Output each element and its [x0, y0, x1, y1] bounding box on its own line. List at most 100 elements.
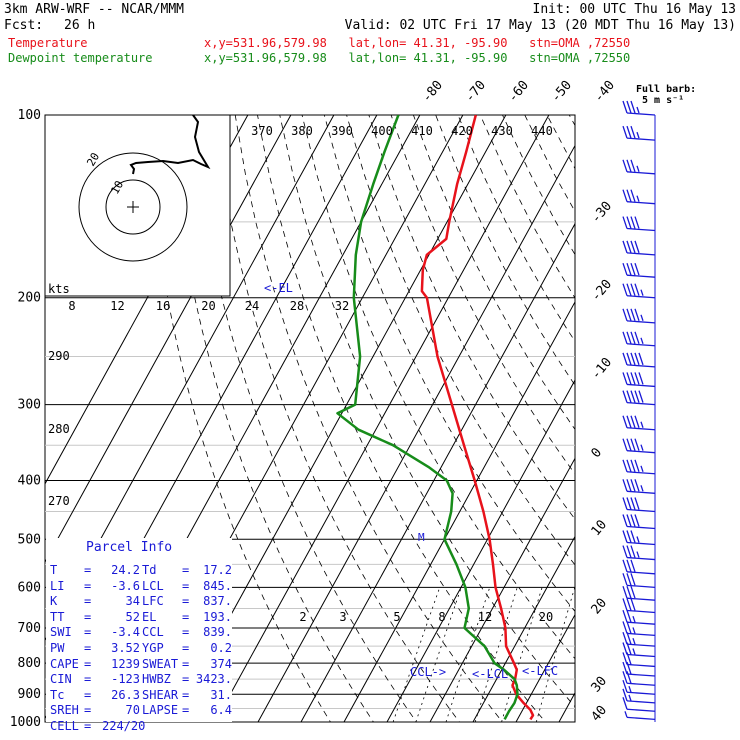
isobar-label: 300: [18, 398, 41, 413]
wind-barb: [622, 573, 656, 588]
barb-shaft: [626, 137, 656, 141]
isobar-label: 600: [18, 580, 41, 595]
barb-shaft: [626, 295, 656, 299]
isotherm-label: -60: [505, 78, 532, 106]
hodograph-ring: [78, 152, 188, 262]
barb-full: [630, 438, 636, 451]
dry-adiabat-line: [502, 115, 575, 256]
parcel-cell: =: [182, 609, 190, 624]
barb-full: [634, 514, 640, 527]
parcel-cell: =: [182, 563, 190, 577]
barb-full: [626, 240, 632, 254]
parcel-cell: CAPE: [50, 656, 79, 671]
barb-full: [634, 262, 640, 276]
barb-full: [626, 609, 632, 623]
isotherm-label: 0: [589, 445, 606, 461]
parcel-cell: 1239: [111, 656, 140, 671]
barb-full: [630, 159, 636, 173]
parcel-cell: =: [84, 687, 92, 702]
theta-label: 420: [451, 124, 473, 138]
barb-full: [622, 573, 628, 586]
wind-barb: [622, 585, 656, 601]
dry-adiabat-line: [212, 115, 460, 722]
parcel-cell: -3.6: [111, 578, 140, 593]
barb-shaft: [626, 450, 656, 454]
mixing-ratio-label: 3: [339, 610, 346, 624]
barb-shaft: [626, 609, 656, 614]
barb-half: [636, 106, 640, 114]
wind-barb: [622, 609, 656, 625]
barb-half: [640, 444, 644, 451]
parcel-cell: 837.: [203, 594, 232, 609]
barb-full: [626, 598, 632, 611]
isotherm-line: [558, 691, 575, 722]
isotherm-line: [429, 457, 575, 722]
barb-full: [630, 598, 636, 611]
wind-barb: [622, 262, 656, 278]
barb-full: [622, 283, 628, 296]
barb-shaft: [626, 708, 656, 712]
parcel-cell: 0.2: [210, 641, 232, 655]
parcel-cell: LAPSE: [142, 703, 179, 718]
wind-barb: [622, 680, 656, 695]
wind-barb: [622, 459, 656, 475]
wind-key-title: Full barb:: [636, 84, 697, 95]
mixing-ratio-label: 2: [299, 610, 306, 624]
parcel-cell: 224/20: [102, 719, 146, 733]
hodograph-ring-label: 20: [84, 151, 102, 169]
theta-label: 440: [531, 124, 553, 138]
wind-barb: [622, 100, 656, 116]
wind-barb: [622, 331, 656, 347]
barb-full: [626, 372, 632, 385]
parcel-cell: 26.3: [111, 687, 140, 702]
dry-adiabat-line: [546, 115, 575, 170]
barb-full: [626, 189, 632, 202]
barb-full: [626, 438, 632, 451]
header-init: Init: 00 UTC Thu 16 May 13: [532, 2, 737, 17]
mixing-ratio-line: [501, 587, 543, 722]
parcel-cell: YGP: [142, 641, 164, 655]
parcel-cell: 24.2: [111, 563, 140, 577]
parcel-cell: TT: [50, 609, 65, 624]
speed-label: 8: [68, 299, 75, 313]
barb-full: [626, 545, 632, 558]
wind-barb: [622, 530, 656, 546]
barb-full: [622, 308, 628, 322]
wind-barb: [622, 497, 656, 513]
barb-half: [640, 337, 644, 344]
legend-dewpoint-info: x,y=531.96,579.98 lat,lon= 41.31, -95.90…: [204, 51, 631, 65]
dry-adiabat-line: [234, 115, 503, 722]
barb-shaft: [626, 541, 656, 546]
dry-adiabat-line: [167, 115, 374, 722]
isotherm-line: [472, 535, 575, 722]
background-grid: [44, 87, 740, 735]
isotherm-line: [595, 87, 740, 735]
parcel-cell: -123: [111, 672, 140, 687]
parcel-cell: LCL: [142, 578, 164, 593]
barb-full: [630, 573, 636, 586]
barb-shaft: [626, 632, 656, 637]
isotherm-label: 40: [589, 703, 611, 725]
dry-adiabat-line: [658, 115, 740, 735]
dry-adiabat-line: [145, 115, 331, 722]
barb-shaft: [626, 364, 656, 368]
dry-adiabat-line: [346, 115, 575, 566]
sounding-profiles: [336, 115, 535, 721]
wind-barb: [622, 631, 656, 647]
parcel-cell: 193.: [203, 609, 232, 624]
theta-label: 380: [291, 124, 313, 138]
thetae-label: 290: [48, 349, 70, 363]
wind-barb: [622, 352, 656, 368]
mixing-ratio-line: [535, 587, 575, 722]
barb-full: [626, 125, 632, 139]
barb-half: [632, 615, 636, 623]
barb-full: [622, 598, 628, 611]
parcel-cell: =: [182, 578, 190, 593]
barb-full: [622, 459, 628, 472]
barb-full: [622, 216, 628, 229]
barb-half: [636, 536, 640, 543]
barb-full: [622, 189, 628, 202]
parcel-cell: 31.: [210, 687, 232, 702]
barb-shaft: [626, 571, 656, 575]
barb-full: [634, 372, 640, 385]
